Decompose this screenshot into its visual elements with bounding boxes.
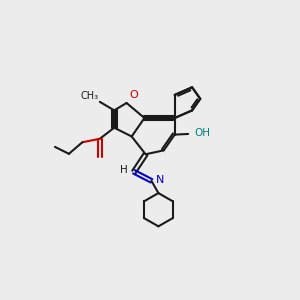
- Text: H: H: [120, 165, 128, 175]
- Text: OH: OH: [194, 128, 210, 139]
- Text: O: O: [129, 90, 138, 100]
- Text: CH₃: CH₃: [80, 91, 99, 101]
- Text: N: N: [156, 175, 164, 185]
